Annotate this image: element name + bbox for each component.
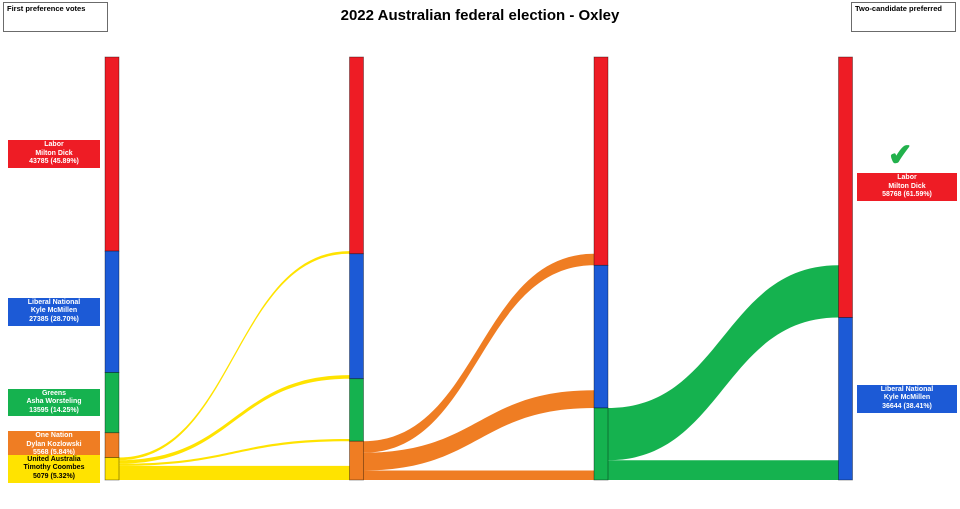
page-title: 2022 Australian federal election - Oxley [340,7,620,24]
node-liberal-national-col3 [838,317,853,481]
vote-count: 27385 (28.70%) [29,316,79,323]
first-preference-legend-box: First preference votes [3,2,108,32]
node-label-united-australia-first-pref: United Australia Timothy Coombes 5079 (5… [8,454,100,483]
node-label-labor-first-pref: Labor Milton Dick 43785 (45.89%) [8,140,100,168]
candidate-name: Timothy Coombes [23,464,85,472]
flow-united-australia-to-liberal-national [119,375,350,464]
winner-checkmark-icon: ✔ [886,138,915,174]
flow-one-nation-to-liberal-national [363,390,594,471]
party-name: Labor [44,141,64,149]
candidate-name: Milton Dick [888,182,926,190]
party-name: One Nation [35,432,73,440]
party-name: Labor [897,174,917,182]
flow-greens-to-labor [608,265,839,461]
candidate-name: Kyle McMillen [883,394,931,402]
node-greens-col2 [593,407,609,481]
node-greens-col1 [349,378,364,442]
node-one-nation-col1 [349,440,364,481]
node-label-liberal-national-two-candidate: Liberal National Kyle McMillen 36644 (38… [857,384,957,413]
party-name: Liberal National [880,385,934,393]
flow-united-australia-to-greens [119,439,350,466]
party-name: Greens [41,389,67,397]
flow-one-nation-to-labor [363,253,594,453]
node-labor-col0 [104,56,120,252]
vote-count: 5568 (5.84%) [32,449,76,457]
node-liberal-national-col2 [593,264,609,409]
node-labor-col2 [593,56,609,266]
node-label-liberal-national-first-pref: Liberal National Kyle McMillen 27385 (28… [8,297,100,326]
node-labor-col1 [349,56,364,255]
candidate-name: Milton Dick [35,149,73,157]
candidate-name: Asha Worsteling [26,398,82,406]
vote-count: 5079 (5.32%) [32,472,76,480]
candidate-name: Kyle McMillen [30,307,78,315]
flow-one-nation-to-greens [363,470,594,480]
node-labor-col3 [838,56,853,318]
vote-count: 36644 (38.41%) [882,402,932,410]
node-greens-col0 [104,372,120,434]
node-one-nation-col0 [104,432,120,458]
flow-united-australia-to-one-nation [119,465,350,480]
party-name: United Australia [27,455,81,463]
first-preference-legend-text: First preference votes [7,4,86,13]
two-candidate-preferred-legend-text: Two-candidate preferred [855,4,942,13]
node-united-australia-col0 [104,457,120,481]
two-candidate-preferred-legend-box: Two-candidate preferred [851,2,956,32]
candidate-name: Dylan Kozlowski [26,440,82,448]
flow-united-australia-to-labor [119,251,350,461]
node-label-one-nation-first-pref: One Nation Dylan Kozlowski 5568 (5.84%) [8,431,100,459]
vote-count: 58768 (61.59%) [882,191,932,199]
vote-count: 43785 (45.89%) [29,158,79,166]
flow-greens-to-liberal-national [608,460,839,480]
node-label-greens-first-pref: Greens Asha Worsteling 13595 (14.25%) [8,388,100,417]
node-liberal-national-col0 [104,250,120,373]
node-liberal-national-col1 [349,253,364,380]
party-name: Liberal National [27,298,81,306]
node-label-labor-two-candidate: Labor Milton Dick 58768 (61.59%) [857,173,957,202]
vote-count: 13595 (14.25%) [29,406,79,414]
